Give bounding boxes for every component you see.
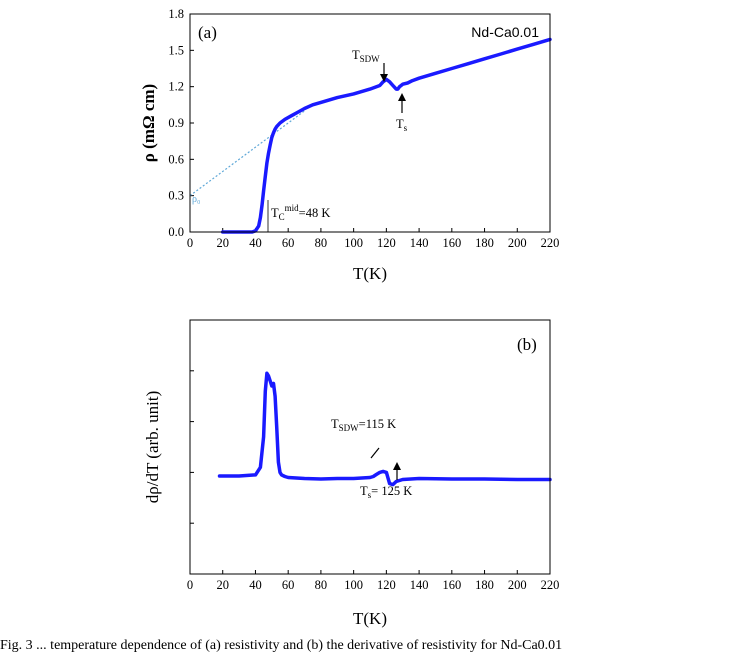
panel-a-y-tick-label: 0.0 (168, 225, 184, 239)
tsdw-annotation-a: TSDW (352, 48, 380, 64)
panel-a-series-line-0 (220, 37, 552, 234)
panel-a-x-tick-label: 80 (315, 236, 328, 250)
panel-b-x-tick-label: 200 (508, 578, 527, 592)
panel-a-fit-line-group (189, 110, 305, 197)
panel-a-ticks: 0 20 40 60 80 100 120 140 160 180 200 220 0.0 0.3 0.6 0… (168, 7, 559, 250)
panel-a-y-tick-label: 0.3 (168, 189, 184, 203)
panel-a-x-tick-label: 60 (282, 236, 295, 250)
panel-a-y-tick-label: 1.2 (168, 80, 184, 94)
panel-a-y-tick-label: 1.5 (168, 43, 184, 57)
tsdw-annotation-b: TSDW=115 K (331, 417, 396, 433)
panel-b-x-tick-label: 220 (541, 578, 560, 592)
panel-b-derivative: 0 20 40 60 80 100 120 140 160 180 200 220 (b) T(K) … (143, 319, 560, 628)
panel-a-x-tick-label: 20 (216, 236, 229, 250)
panel-b-x-tick-label: 60 (282, 578, 295, 592)
panel-b-x-tick-label: 140 (410, 578, 429, 592)
panel-a-x-tick-label: 160 (442, 236, 461, 250)
panel-b-x-tick-label: 20 (216, 578, 229, 592)
panel-a-y-tick-label: 0.6 (168, 152, 184, 166)
panel-a-x-tick-label: 220 (541, 236, 560, 250)
panel-b-series-line-0 (217, 371, 552, 487)
panel-b-x-tick-label: 160 (442, 578, 461, 592)
panel-a-y-tick-label: 1.8 (168, 7, 184, 21)
panel-b-plot-frame (189, 319, 551, 575)
panel-a-x-tick-label: 100 (344, 236, 363, 250)
panel-b-x-axis-title: T(K) (353, 609, 387, 628)
panel-b-x-tick-label: 120 (377, 578, 396, 592)
panel-b-x-tick-label: 0 (187, 578, 193, 592)
panel-a-fit-line (189, 110, 305, 197)
panel-b-x-tick-label: 100 (344, 578, 363, 592)
panel-b-x-tick-label: 80 (315, 578, 328, 592)
panel-a-x-tick-label: 140 (410, 236, 429, 250)
panel-a-x-tick-label: 180 (475, 236, 494, 250)
ts-annotation-a: Ts (396, 117, 408, 133)
panel-a-series-group (220, 37, 552, 234)
panel-a-x-axis-title: T(K) (353, 264, 387, 283)
panel-b-x-tick-label: 40 (249, 578, 262, 592)
panel-b-series-group (217, 371, 552, 487)
panel-a-x-tick-label: 120 (377, 236, 396, 250)
panel-a-label: (a) (198, 23, 217, 42)
panel-b-x-tick-label: 180 (475, 578, 494, 592)
legend-label: Nd-Ca0.01 (471, 24, 539, 40)
panel-b-label: (b) (517, 335, 537, 354)
panel-a-x-tick-label: 0 (187, 236, 193, 250)
panel-a-x-tick-label: 200 (508, 236, 527, 250)
panel-a-resistivity: 0 20 40 60 80 100 120 140 160 180 200 220 0.0 0.3 0.6 0… (139, 7, 559, 283)
panel-b-y-axis-title: dρ/dT (arb. unit) (143, 391, 162, 504)
panel-a-y-tick-label: 0.9 (168, 116, 184, 130)
panel-a-plot-frame (189, 13, 551, 233)
tsdw-tick-b (370, 447, 380, 459)
panel-a-x-tick-label: 40 (249, 236, 262, 250)
panel-a-y-axis-title: ρ (mΩ cm) (139, 84, 158, 162)
figure-caption: Fig. 3 ... temperature dependence of (a)… (0, 638, 563, 653)
ts-annotation-b: Ts= 125 K (360, 484, 412, 500)
panel-b-ticks: 0 20 40 60 80 100 120 140 160 180 200 220 (187, 370, 560, 592)
tc-annotation: TCmid=48 K (271, 203, 330, 222)
rho0-label: ρ₀ (192, 194, 201, 205)
